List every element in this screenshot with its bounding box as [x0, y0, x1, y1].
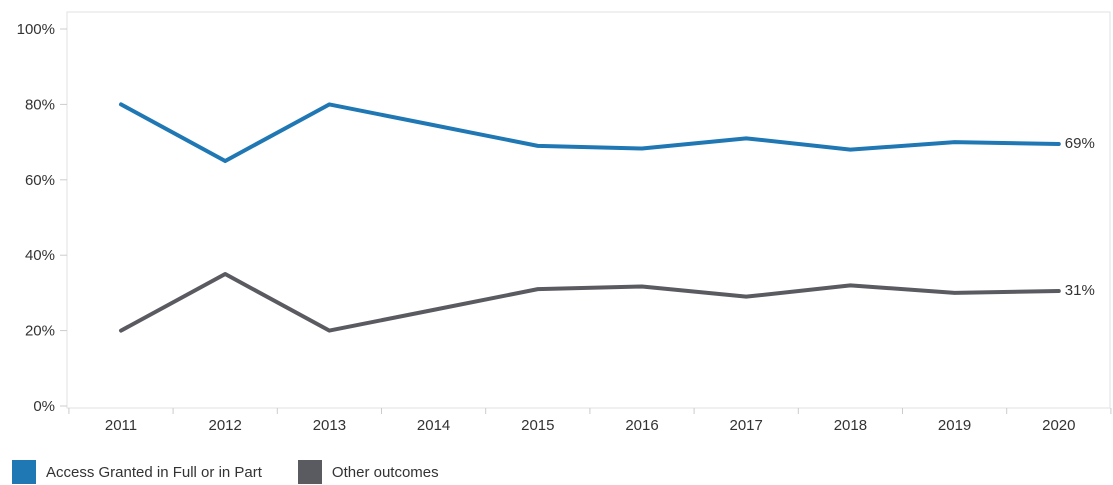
series-line-access-granted[interactable]	[119, 102, 1061, 163]
x-axis: 2011 2012 2013 2014 2015 2016 2017 2018 2019 2020	[68, 408, 1112, 434]
series-line-other-outcomes[interactable]	[119, 272, 1061, 333]
x-tick-label: 2014	[417, 417, 450, 434]
line-chart: 0%20%40%60%80%100% 2011 2012 2013 2014 2015 2…	[17, 11, 1112, 434]
y-axis: 0% 20% 40% 60% 80% 100%	[17, 21, 67, 415]
legend-swatch-access-granted	[12, 460, 36, 484]
end-label-access-granted: 69%	[1065, 135, 1095, 152]
legend-item-access-granted[interactable]: Access Granted in Full or in Part	[12, 460, 262, 484]
legend-swatch-other-outcomes	[297, 460, 322, 484]
plot-area-frame	[66, 11, 1111, 409]
series-lines	[119, 102, 1061, 333]
legend: Access Granted in Full or in Part Other …	[12, 460, 475, 484]
legend-label-access-granted: Access Granted in Full or in Part	[46, 463, 262, 481]
x-tick-label: 2019	[938, 417, 971, 434]
y-tick-label: 100%	[17, 21, 55, 38]
y-tick-label: 80%	[25, 96, 55, 113]
x-tick-label: 2012	[209, 417, 242, 434]
x-tick-label: 2016	[625, 417, 658, 434]
y-tick-label: 40%	[25, 247, 55, 264]
end-label-other-outcomes: 31%	[1065, 282, 1095, 299]
end-labels: 69% 31%	[1065, 135, 1095, 299]
y-tick-label: 0%	[33, 398, 55, 415]
legend-label-other-outcomes: Other outcomes	[331, 463, 439, 481]
x-tick-label: 2018	[834, 417, 867, 434]
y-tick-label: 20%	[25, 323, 55, 340]
x-tick-label: 2017	[730, 417, 763, 434]
x-tick-label: 2015	[521, 417, 554, 434]
x-tick-label: 2013	[313, 417, 346, 434]
x-tick-label: 2011	[105, 417, 137, 434]
y-tick-label: 60%	[25, 172, 55, 189]
x-tick-label: 2020	[1042, 417, 1075, 434]
legend-item-other-outcomes[interactable]: Other outcomes	[297, 460, 439, 484]
